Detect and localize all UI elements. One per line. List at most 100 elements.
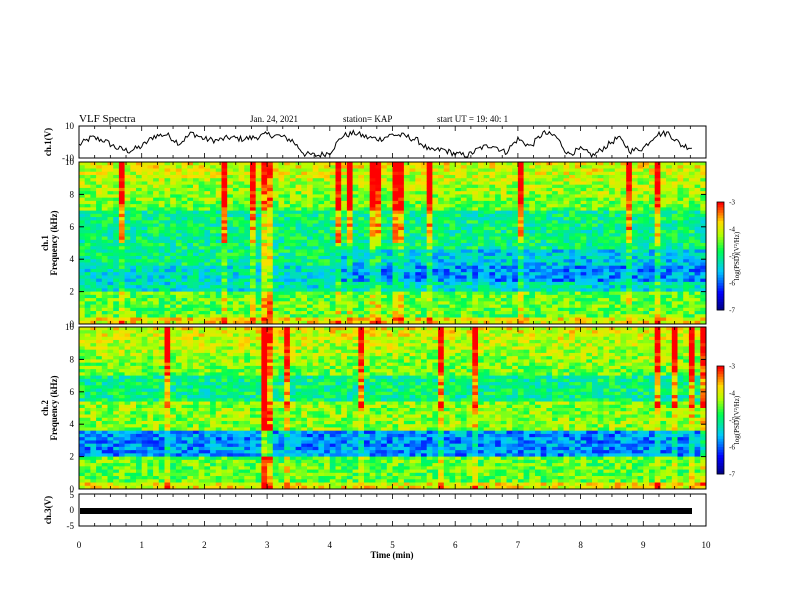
spec1-cell [335,181,342,186]
spec1-cell [557,301,564,305]
spec1-cell [352,311,359,315]
spec1-cell [432,311,439,315]
spec1-cell [569,291,576,296]
spec1-cell [466,281,473,286]
spec1-cell [421,178,428,182]
spec1-cell [255,278,262,283]
spec1-cell [272,217,279,221]
spec1-cell [517,314,524,318]
spec1-cell [181,184,188,189]
spec1-cell [284,171,291,176]
spec1-cell [295,252,302,257]
spec1-cell [210,285,217,289]
spec1-cell [261,213,268,218]
spec1-cell [535,171,542,176]
spec1-cell [272,281,279,286]
spec1-cell [193,165,200,169]
spec1-cell [620,191,627,195]
spec1-cell [438,162,445,166]
spec1-cell [318,184,325,189]
spec1-cell [421,184,428,189]
spec1-cell [637,255,644,260]
spec1-cell [443,168,450,173]
spec1-cell [643,252,650,257]
spec1-cell [278,200,285,205]
spec1-cell [603,298,610,302]
spec1-cell [164,226,171,231]
spec1-cell [592,178,599,182]
spec1-cell [421,204,428,208]
spec1-cell [318,294,325,299]
spec1-cell [455,255,462,260]
spec1-cell [466,207,473,211]
spec1-cell [631,249,638,254]
spec1-cell [398,288,405,292]
spec1-cell [284,252,291,257]
spec1-cell [523,243,530,247]
spec1-cell [84,246,91,250]
spec1-cell [164,217,171,221]
spec1-cell [96,294,103,299]
spec1-cell [232,294,239,299]
spec1-cell [164,230,171,234]
spec1-cell [517,210,524,215]
spec1-cell [341,187,348,192]
spec1-cell [381,223,388,228]
spec1-cell [272,246,279,250]
spec1-cell [198,207,205,211]
spec1-cell [341,320,348,325]
spec1-cell [341,204,348,208]
spec1-cell [312,268,319,273]
spec1-cell [96,307,103,312]
spec1-cell [136,200,143,205]
spec1-cell [421,301,428,305]
spec1-cell [301,226,308,231]
spec1-cell [158,262,165,267]
spec1-cell [255,262,262,267]
spec1-cell [267,317,274,322]
spec1-cell [563,252,570,257]
spec1-cell [210,304,217,309]
spec1-cell [284,301,291,305]
spec1-cell [147,268,154,273]
spec1-cell [626,311,633,315]
spec1-cell [341,162,348,166]
spec1-cell [352,226,359,231]
spec1-cell [495,281,502,286]
spec1-cell [141,194,148,199]
spec1-cell [631,197,638,202]
spec1-cell [193,288,200,292]
spec1-cell [175,236,182,241]
spec1-cell [324,168,331,173]
spec1-cell [158,243,165,247]
spec1-cell [158,246,165,250]
spec1-cell [443,187,450,192]
spec1-cell [643,200,650,205]
spec1-cell [164,281,171,286]
spec1-cell [307,239,314,244]
spec1-cell [238,184,245,189]
spec1-cell [449,262,456,267]
spec1-cell [540,210,547,215]
spec1-cell [415,301,422,305]
spec1-cell [415,249,422,254]
spec1-cell [517,272,524,276]
spec1-cell [136,278,143,283]
spec1-cell [574,191,581,195]
spec1-cell [335,243,342,247]
spec1-cell [489,207,496,211]
spec1-cell [295,230,302,234]
spec1-cell [483,174,490,179]
spec1-cell [557,275,564,280]
spec1-cell [158,265,165,270]
spec1-cell [563,220,570,224]
spec1-cell [574,233,581,237]
spec1-cell [329,311,336,315]
spec1-cell [546,213,553,218]
spec1-cell [409,194,416,199]
spec1-cell [193,294,200,299]
spec1-cell [307,204,314,208]
spec1-cell [557,262,564,267]
spec1-cell [517,262,524,267]
spec1-cell [101,278,108,283]
